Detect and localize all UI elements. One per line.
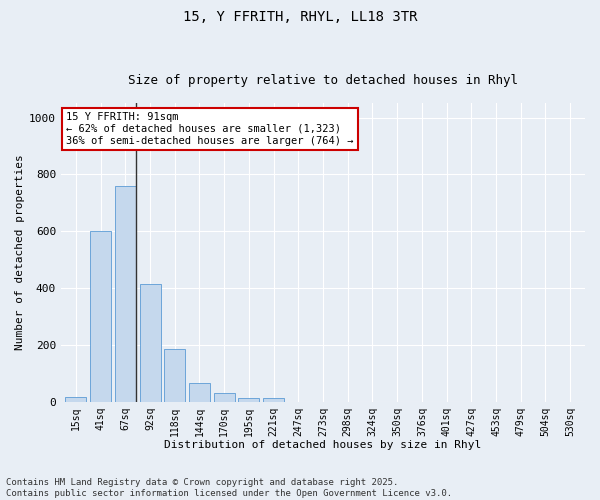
Bar <box>65 398 86 402</box>
Bar <box>115 186 136 402</box>
Bar <box>189 383 210 402</box>
Bar <box>90 231 111 402</box>
Text: 15 Y FFRITH: 91sqm
← 62% of detached houses are smaller (1,323)
36% of semi-deta: 15 Y FFRITH: 91sqm ← 62% of detached hou… <box>66 112 354 146</box>
Bar <box>263 398 284 402</box>
Bar <box>164 349 185 402</box>
Bar <box>214 393 235 402</box>
Text: Contains HM Land Registry data © Crown copyright and database right 2025.
Contai: Contains HM Land Registry data © Crown c… <box>6 478 452 498</box>
Bar <box>238 398 259 402</box>
Y-axis label: Number of detached properties: Number of detached properties <box>15 154 25 350</box>
Title: Size of property relative to detached houses in Rhyl: Size of property relative to detached ho… <box>128 74 518 87</box>
X-axis label: Distribution of detached houses by size in Rhyl: Distribution of detached houses by size … <box>164 440 482 450</box>
Bar <box>140 284 161 402</box>
Text: 15, Y FFRITH, RHYL, LL18 3TR: 15, Y FFRITH, RHYL, LL18 3TR <box>183 10 417 24</box>
